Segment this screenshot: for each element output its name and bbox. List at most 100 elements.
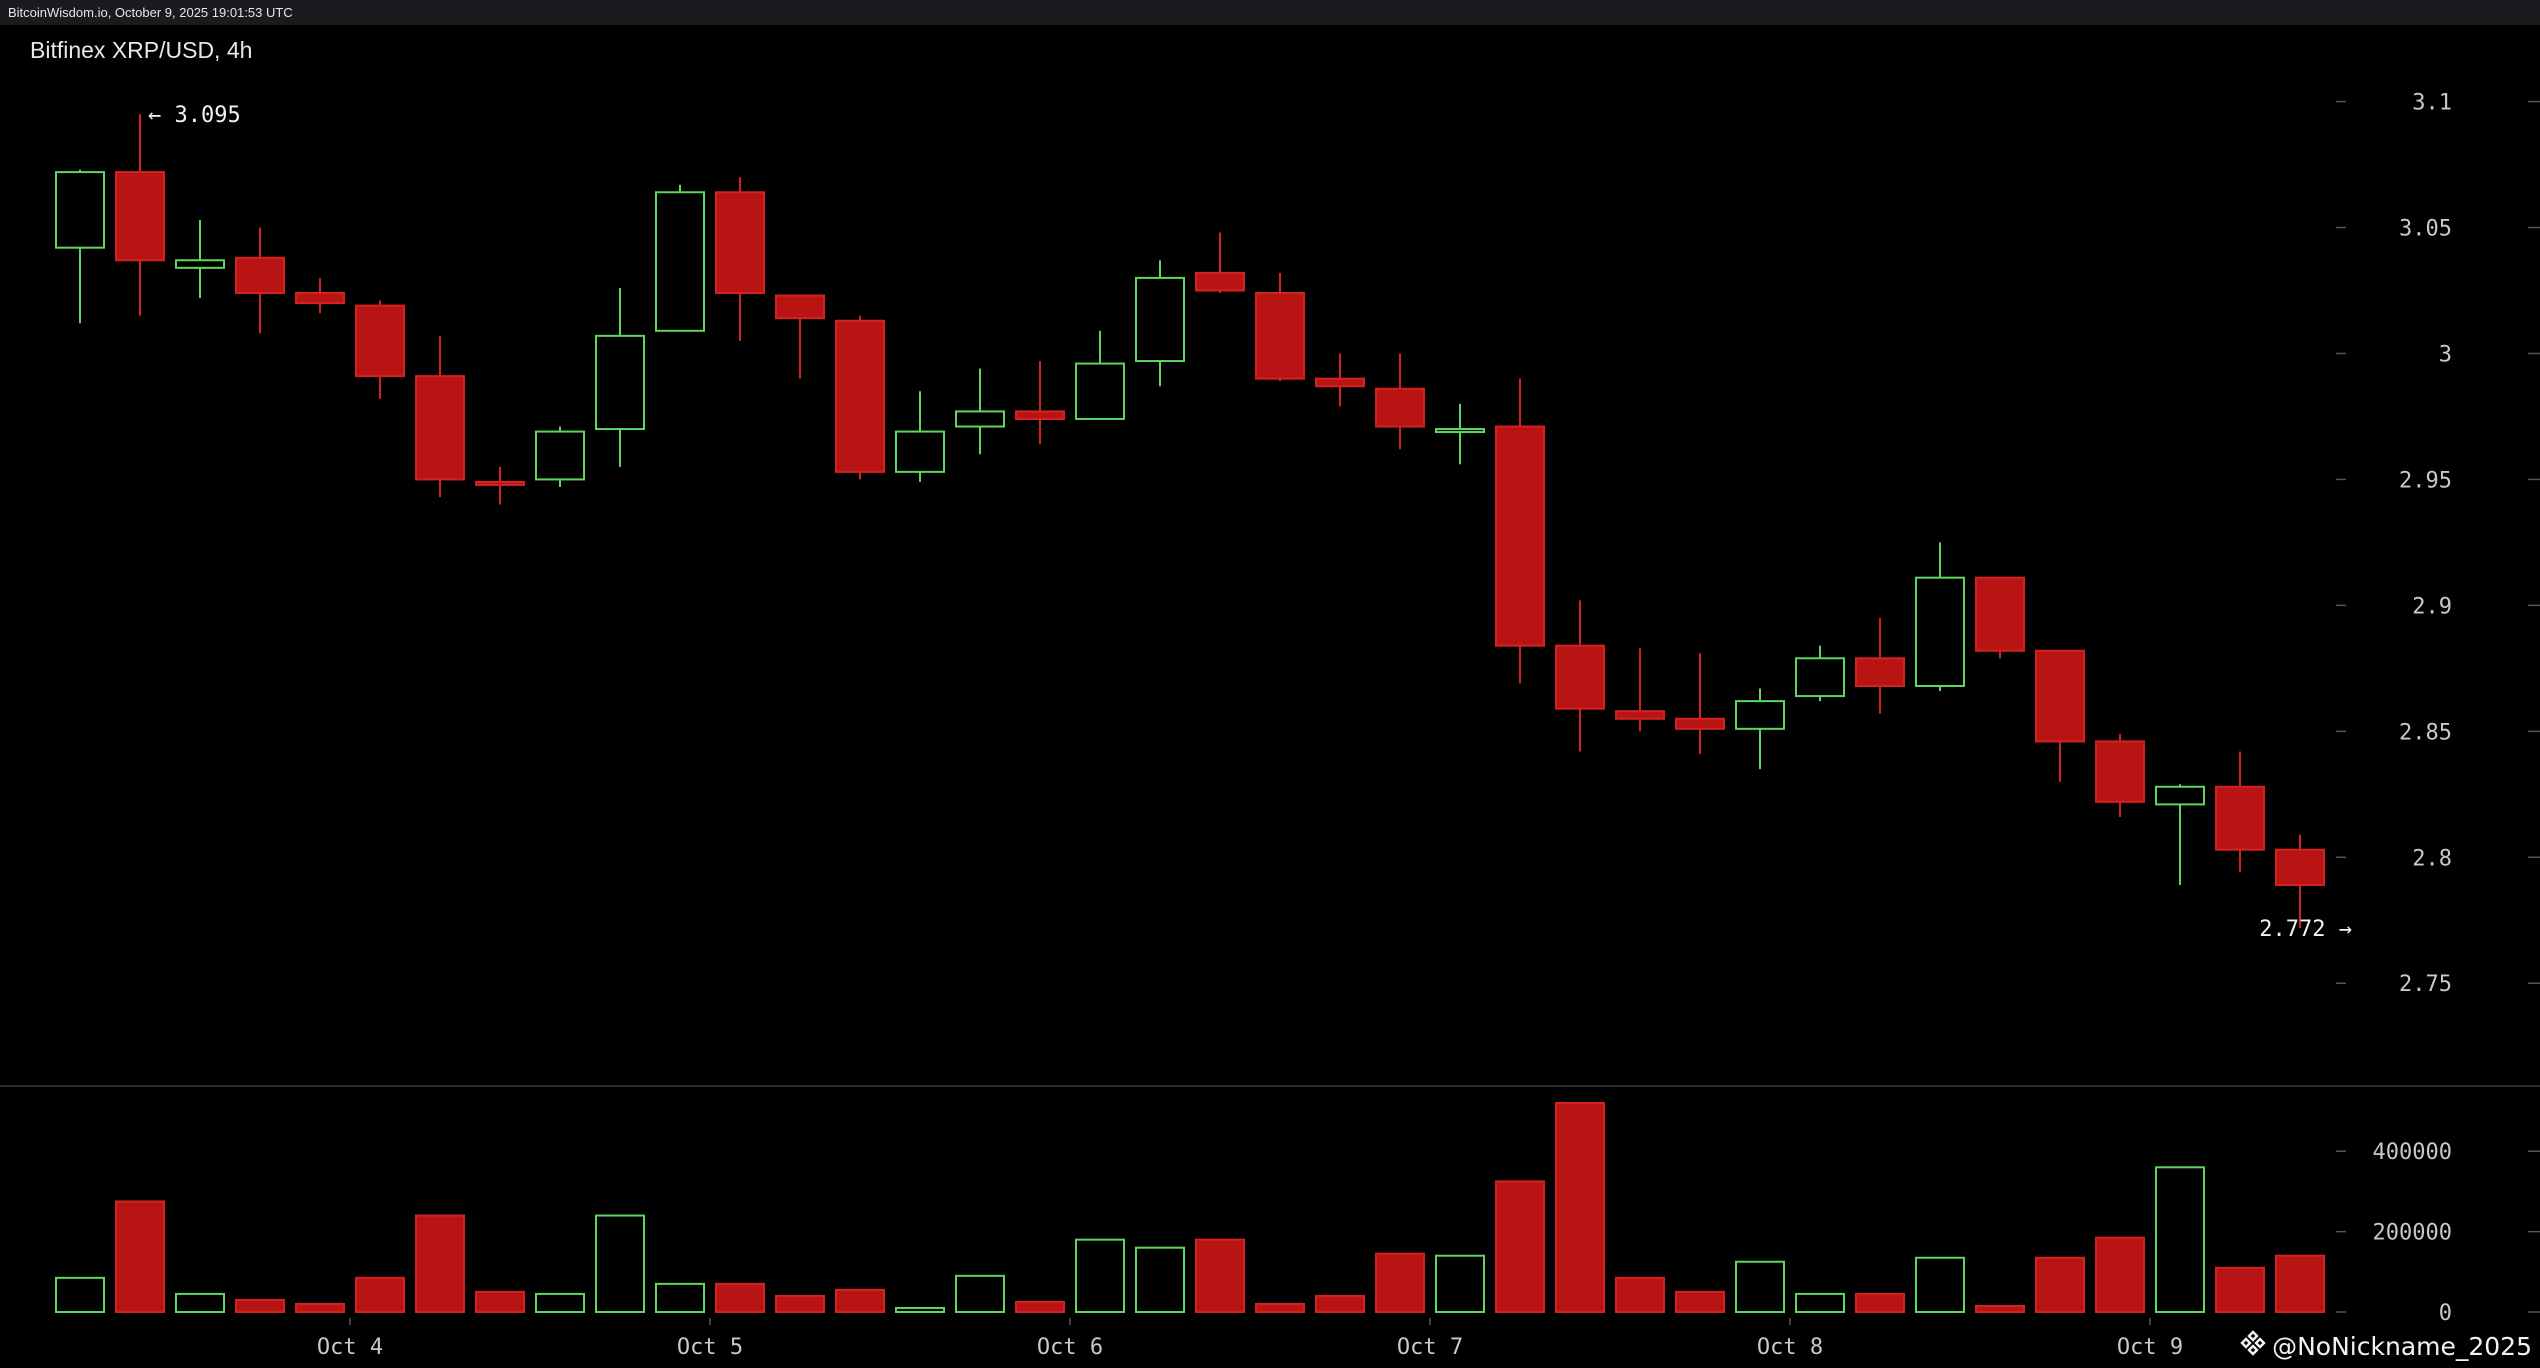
candle-up [175, 259, 225, 269]
candle-up [895, 430, 945, 473]
volume-bar-down [2095, 1236, 2145, 1314]
time-tick-label: Oct 8 [1757, 1335, 1823, 1360]
volume-bar-down [1855, 1292, 1905, 1313]
candle-down [1975, 576, 2025, 652]
chart-title: Bitfinex XRP/USD, 4h [30, 37, 252, 63]
candle-down [835, 319, 885, 473]
candle-down [1615, 710, 1665, 720]
volume-bar-down [2275, 1254, 2325, 1313]
candle-down [1555, 644, 1605, 710]
volume-bar-down [1495, 1180, 1545, 1313]
volume-bar-down [2215, 1266, 2265, 1313]
volume-bar-up [595, 1214, 645, 1313]
volume-bar-up [895, 1306, 945, 1313]
volume-bar-up [655, 1282, 705, 1313]
candle-up [1135, 276, 1185, 363]
volume-bar-down [115, 1200, 165, 1314]
candle-up [1915, 576, 1965, 687]
candle-down [2035, 649, 2085, 743]
volume-bars [55, 1102, 2325, 1314]
volume-bar-down [715, 1282, 765, 1313]
candle-down [1675, 717, 1725, 730]
volume-bar-up [1135, 1246, 1185, 1313]
candle-down [355, 304, 405, 378]
volume-bar-down [1255, 1302, 1305, 1314]
candle-up [535, 430, 585, 481]
candle-up [955, 410, 1005, 428]
volume-bar-up [2155, 1166, 2205, 1314]
volume-bar-up [535, 1292, 585, 1313]
volume-bar-down [235, 1298, 285, 1313]
volume-bar-up [1435, 1254, 1485, 1313]
volume-bar-down [355, 1276, 405, 1314]
price-annotation: ← 3.095 [148, 103, 241, 128]
price-tick-label: 2.95 [2399, 468, 2452, 493]
volume-bar-down [1615, 1276, 1665, 1314]
price-axis: 3.1 3.05 3 2.95 2.9 2.85 2.8 2.75 [2336, 91, 2540, 997]
price-annotations: ← 3.095 2.772 → [148, 103, 2352, 942]
volume-bar-up [1915, 1256, 1965, 1313]
volume-tick-label: 0 [2439, 1301, 2452, 1326]
volume-bar-up [55, 1276, 105, 1314]
volume-tick-label: 400000 [2373, 1140, 2452, 1165]
volume-bar-down [2035, 1256, 2085, 1313]
candle-up [1735, 700, 1785, 730]
time-axis: Oct 4 Oct 5 Oct 6 Oct 7 Oct 8 Oct 9 [317, 1318, 2183, 1360]
candle-down [295, 292, 345, 305]
time-tick-label: Oct 7 [1397, 1335, 1463, 1360]
time-tick-label: Oct 9 [2117, 1335, 2183, 1360]
candle-down [115, 171, 165, 262]
price-chart[interactable]: Bitfinex XRP/USD, 4h 3.1 3.05 3 2.95 2.9 2.85… [0, 25, 2540, 1368]
volume-bar-down [775, 1294, 825, 1314]
candle-up [2155, 785, 2205, 806]
candle-up [655, 191, 705, 332]
candle-up [1075, 362, 1125, 420]
price-tick-label: 3 [2439, 342, 2452, 367]
candle-down [1315, 377, 1365, 388]
volume-axis: 400000 200000 0 [2336, 1140, 2540, 1326]
volume-bar-down [475, 1290, 525, 1313]
volume-bar-down [1675, 1290, 1725, 1313]
watermark: @NoNickname_2025 [2240, 1330, 2532, 1362]
price-tick-label: 2.75 [2399, 972, 2452, 997]
volume-bar-down [1555, 1102, 1605, 1313]
candle-up [1795, 657, 1845, 698]
candle-down [1255, 292, 1305, 380]
source-timestamp: BitcoinWisdom.io, October 9, 2025 19:01:… [8, 5, 293, 20]
candle-down [775, 294, 825, 320]
candle-down [475, 480, 525, 486]
candle-down [715, 191, 765, 295]
volume-bar-up [955, 1274, 1005, 1313]
time-tick-label: Oct 4 [317, 1335, 383, 1360]
candle-down [1015, 410, 1065, 420]
candle-up [1435, 428, 1485, 434]
price-tick-label: 2.85 [2399, 720, 2452, 745]
watermark-text: @NoNickname_2025 [2272, 1331, 2532, 1361]
binance-diamond-icon [2240, 1330, 2266, 1362]
candle-down [2275, 848, 2325, 886]
candle-down [1495, 425, 1545, 647]
time-tick-label: Oct 5 [677, 1335, 743, 1360]
volume-bar-down [1315, 1294, 1365, 1314]
candle-down [1375, 387, 1425, 428]
candles [55, 114, 2325, 928]
volume-bar-down [1195, 1238, 1245, 1313]
time-tick-label: Oct 6 [1037, 1335, 1103, 1360]
volume-bar-down [1375, 1252, 1425, 1314]
volume-bar-down [835, 1288, 885, 1314]
volume-tick-label: 200000 [2373, 1221, 2452, 1246]
volume-bar-up [1735, 1260, 1785, 1314]
volume-bar-down [1975, 1304, 2025, 1314]
candle-up [595, 334, 645, 431]
price-tick-label: 3.05 [2399, 217, 2452, 242]
candle-up [55, 171, 105, 249]
price-tick-label: 3.1 [2412, 91, 2452, 116]
candle-down [415, 375, 465, 481]
price-annotation: 2.772 → [2259, 917, 2352, 942]
top-status-bar: BitcoinWisdom.io, October 9, 2025 19:01:… [0, 0, 2540, 25]
volume-bar-down [295, 1302, 345, 1314]
candle-down [235, 256, 285, 295]
volume-bar-down [415, 1214, 465, 1313]
candle-down [1855, 657, 1905, 687]
price-tick-label: 2.8 [2412, 846, 2452, 871]
